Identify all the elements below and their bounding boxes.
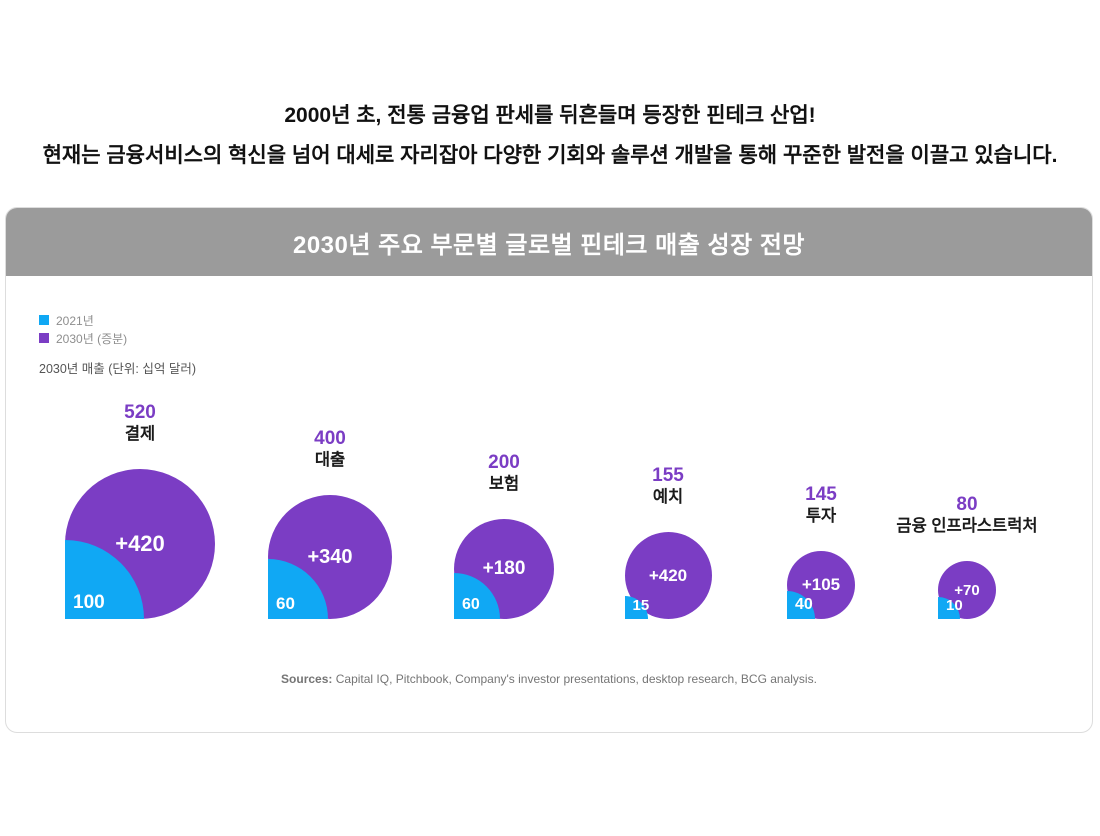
base-value-label: 40 — [795, 596, 813, 613]
bubble-2021-base: 15 — [624, 596, 650, 619]
headline-line1-bold: 핀테크 산업! — [706, 104, 816, 127]
bubble-2030-increment: +70 — [938, 561, 996, 619]
base-value-label: 60 — [462, 596, 480, 613]
legend-item-2030: 2030년 (증분) — [39, 329, 127, 347]
sector-label: 80 금융 인프라스트럭처 — [847, 494, 1087, 537]
sector-label: 200 보험 — [384, 452, 624, 495]
sector-category-name: 금융 인프라스트럭처 — [896, 517, 1038, 535]
increment-value-label: +70 — [954, 581, 980, 599]
headline-line1-regular: 2000년 초, 전통 금융업 판세를 뒤흔들며 등장한 — [284, 104, 707, 127]
bubble-2021-base: 10 — [938, 597, 963, 619]
sector-category-name: 예치 — [652, 488, 684, 506]
sector-total-value: 80 — [956, 494, 978, 515]
increment-value-label: +420 — [115, 531, 165, 556]
sector-category-name: 대출 — [314, 451, 346, 469]
legend-swatch-2030-icon — [39, 333, 49, 343]
headline-line2: 현재는 금융서비스의 혁신을 넘어 대세로 자리잡아 다양한 기회와 솔루션 개… — [42, 144, 1058, 167]
legend-swatch-2021-icon — [39, 315, 49, 325]
sector-total-value: 200 — [488, 452, 520, 473]
bubble-layer: +420 100 520 결제 +340 60 400 대출 +180 60 200 보험 +420 15… — [6, 208, 1092, 732]
sector-category-name: 결제 — [124, 425, 156, 443]
sector-total-value: 520 — [124, 402, 156, 423]
legend-label-2021: 2021년 — [56, 313, 94, 328]
chart-title: 2030년 주요 부문별 글로벌 핀테크 매출 성장 전망 — [292, 231, 805, 259]
sector-label: 155 예치 — [548, 465, 788, 508]
increment-value-label: +420 — [648, 565, 688, 585]
sector-total-value: 145 — [805, 484, 837, 505]
sector-label: 145 투자 — [701, 484, 941, 527]
legend-item-2021: 2021년 — [39, 311, 127, 329]
legend: 2021년 2030년 (증분) — [39, 311, 127, 347]
chart-card: 2030년 주요 부문별 글로벌 핀테크 매출 성장 전망 2021년 2030… — [5, 207, 1093, 733]
sources-line: Sources: Capital IQ, Pitchbook, Company'… — [6, 672, 1092, 686]
headline: 2000년 초, 전통 금융업 판세를 뒤흔들며 등장한 핀테크 산업! 현재는… — [0, 96, 1100, 176]
sources-text: Capital IQ, Pitchbook, Company's investo… — [332, 672, 817, 686]
base-value-label: 100 — [73, 592, 105, 613]
sector-total-value: 400 — [314, 428, 346, 449]
increment-value-label: +180 — [482, 558, 526, 579]
bubble-2021-base: 40 — [787, 591, 815, 619]
sector-category-name: 보험 — [488, 475, 520, 493]
sector-label: 400 대출 — [210, 428, 450, 471]
sector-total-value: 155 — [652, 465, 684, 486]
increment-value-label: +105 — [801, 575, 841, 594]
legend-label-2030: 2030년 (증분) — [56, 331, 128, 346]
sector-label: 520 결제 — [20, 402, 260, 445]
sector-category-name: 투자 — [805, 507, 837, 525]
base-value-label: 60 — [276, 594, 295, 613]
chart-title-bar: 2030년 주요 부문별 글로벌 핀테크 매출 성장 전망 — [6, 208, 1092, 276]
base-value-label: 10 — [946, 597, 963, 614]
sources-label: Sources: — [281, 672, 333, 686]
axis-unit-note: 2030년 매출 (단위: 십억 달러) — [39, 362, 196, 376]
increment-value-label: +340 — [307, 545, 353, 568]
base-value-label: 15 — [632, 597, 650, 614]
headline-line1: 2000년 초, 전통 금융업 판세를 뒤흔들며 등장한 핀테크 산업! — [0, 96, 1100, 136]
